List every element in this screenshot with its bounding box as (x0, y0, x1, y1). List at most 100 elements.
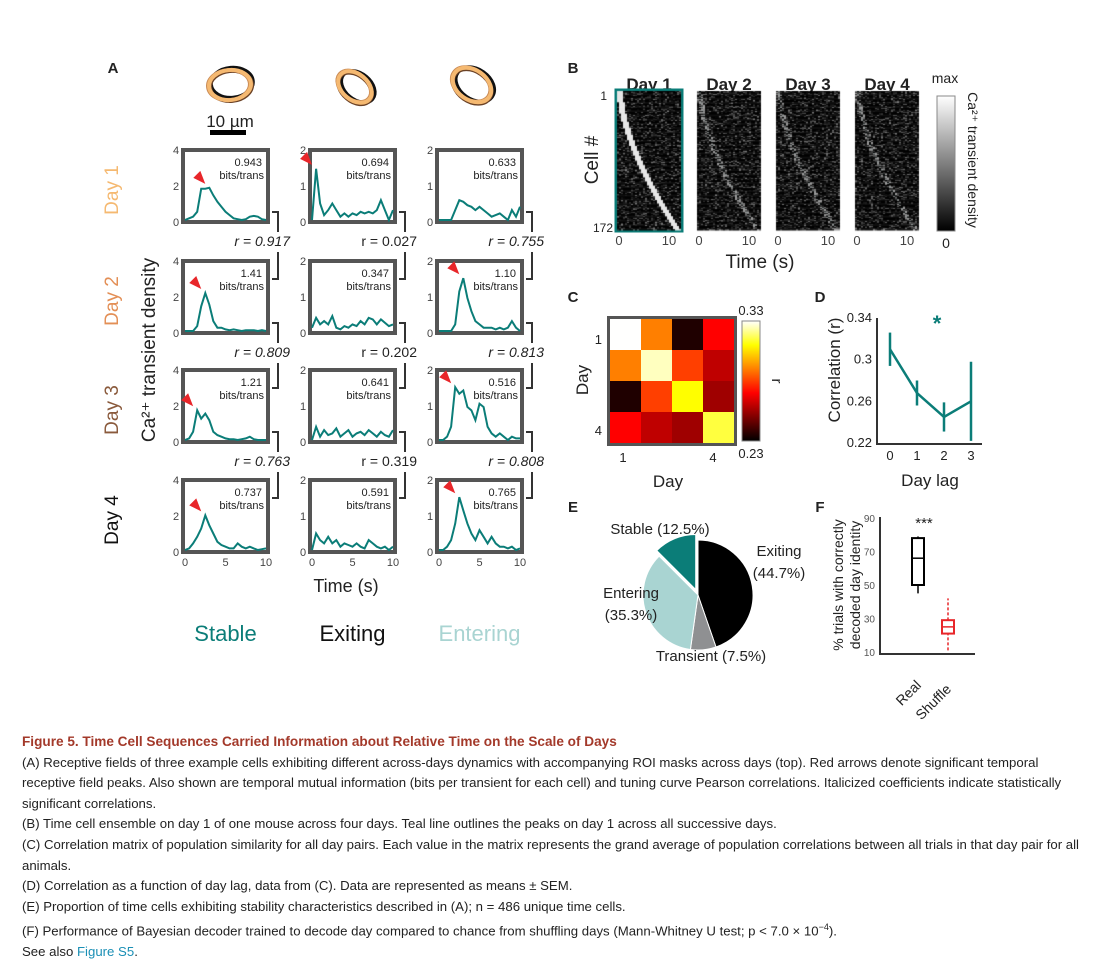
day-label: Day 4 (102, 495, 123, 545)
correlation-bracket (526, 431, 533, 452)
correlation-value: r = 0.813 (488, 344, 544, 360)
y-tick-label: 90 (864, 514, 876, 525)
significance-star: * (933, 311, 942, 336)
plot-frame (181, 368, 270, 444)
caption-e: (E) Proportion of time cells exhibiting … (22, 898, 626, 914)
peak-arrow (181, 393, 194, 407)
x-tick-label: 5 (476, 557, 482, 569)
matrix-cell (610, 412, 641, 443)
caption-f-exponent: −4 (818, 922, 829, 933)
bits-unit: bits/trans (219, 390, 264, 402)
y-tick-label: 0.26 (847, 393, 872, 408)
tuning-curve (184, 512, 267, 552)
y-tick-label: 0 (427, 547, 433, 559)
correlation-value: r = 0.763 (234, 453, 290, 469)
colorbar-min-label: 0.23 (738, 446, 763, 461)
plot-frame (308, 259, 397, 335)
plot-frame (308, 478, 397, 554)
pie-label-transient: Transient (7.5%) (656, 648, 766, 665)
pie-label-entering-pct: (35.3%) (605, 607, 658, 624)
see-also-end: . (134, 944, 138, 960)
caption-d: (D) Correlation as a function of day lag… (22, 878, 573, 894)
y-tick-label: 2 (300, 256, 306, 268)
correlation-bracket (399, 472, 406, 499)
bits-value: 0.737 (234, 487, 262, 499)
panel-label-e: E (568, 499, 578, 516)
y-tick-label: 4 (173, 475, 179, 487)
correlation-bracket (272, 252, 279, 280)
x-tick-label: 2 (940, 448, 947, 463)
y-tick-label: 1 (300, 511, 306, 523)
y-tick-label: 0.3 (854, 352, 872, 367)
x-tick-label: 0 (436, 557, 442, 569)
y-tick-label: 4 (173, 256, 179, 268)
panel-d-x-axis-label: Day lag (901, 471, 959, 490)
bits-unit: bits/trans (346, 281, 391, 293)
y-tick-label: 2 (427, 365, 433, 377)
bits-value: 0.765 (488, 487, 516, 499)
x-tick-label: 4 (709, 450, 716, 465)
tuning-curve (311, 313, 394, 331)
y-tick-label: 0 (427, 437, 433, 449)
tuning-curve (439, 384, 520, 442)
y-tick-label: 0 (173, 437, 179, 449)
pie-label-exiting: Exiting (756, 543, 801, 560)
figure-s5-link[interactable]: Figure S5 (77, 944, 135, 960)
panel-b-heatmaps (0, 0, 1106, 260)
plot-frame (308, 368, 397, 444)
peak-arrow (439, 370, 452, 384)
matrix-cell (641, 381, 672, 412)
y-tick-label: 0 (300, 328, 306, 340)
y-tick-label: 30 (864, 615, 876, 626)
bits-value: 1.21 (241, 377, 262, 389)
caption-f-text: (F) Performance of Bayesian decoder trai… (22, 923, 819, 939)
correlation-bracket (399, 322, 406, 343)
caption-f-end: ). (828, 923, 837, 939)
y-tick-label: 0 (300, 437, 306, 449)
bits-unit: bits/trans (219, 500, 264, 512)
correlation-bracket (272, 322, 279, 343)
y-tick-label: 0 (300, 547, 306, 559)
y-tick-label: 2 (173, 292, 179, 304)
pie-label-stable: Stable (12.5%) (610, 521, 709, 538)
pie-slice-exiting (697, 539, 754, 648)
caption-b: (B) Time cell ensemble on day 1 of one m… (22, 816, 777, 832)
y-tick-label: 0 (173, 328, 179, 340)
x-tick-label: 0 (886, 448, 893, 463)
bits-unit: bits/trans (219, 281, 264, 293)
matrix-cell (672, 350, 703, 381)
see-also-text: See also (22, 944, 77, 960)
plot-frame (435, 368, 524, 444)
bits-unit: bits/trans (473, 500, 518, 512)
caption-see-also: See also Figure S5. (22, 942, 1092, 963)
y-tick-label: 4 (173, 365, 179, 377)
peak-arrow (189, 498, 202, 512)
tuning-curve (311, 423, 394, 441)
correlation-value: r = 0.319 (361, 453, 417, 469)
correlation-bracket (272, 363, 279, 389)
plot-frame (181, 259, 270, 335)
day-label: Day 2 (102, 276, 123, 326)
y-tick-label: 2 (427, 256, 433, 268)
matrix-cell (641, 350, 672, 381)
y-tick-label: 4 (595, 423, 602, 438)
y-tick-label: 50 (864, 581, 876, 592)
bits-value: 0.347 (361, 268, 389, 280)
column-label: Exiting (319, 621, 385, 646)
axes (876, 318, 982, 445)
matrix-cell (672, 412, 703, 443)
y-tick-label: 1 (427, 292, 433, 304)
panel-label-f: F (815, 499, 824, 516)
panel-a-y-axis-label: Ca²⁺ transient density (139, 257, 160, 442)
plot-frame (435, 259, 524, 335)
tuning-curve (439, 496, 521, 552)
correlation-bracket (526, 252, 533, 280)
panel-a-x-axis-label: Time (s) (313, 576, 378, 596)
correlation-value: r = 0.202 (361, 344, 417, 360)
y-tick-label: 1 (427, 401, 433, 413)
y-tick-label: 1 (300, 292, 306, 304)
x-tick-label: 10 (387, 557, 399, 569)
matrix-cell (703, 412, 734, 443)
panel-label-d: D (815, 289, 826, 306)
peak-arrow (447, 261, 460, 275)
